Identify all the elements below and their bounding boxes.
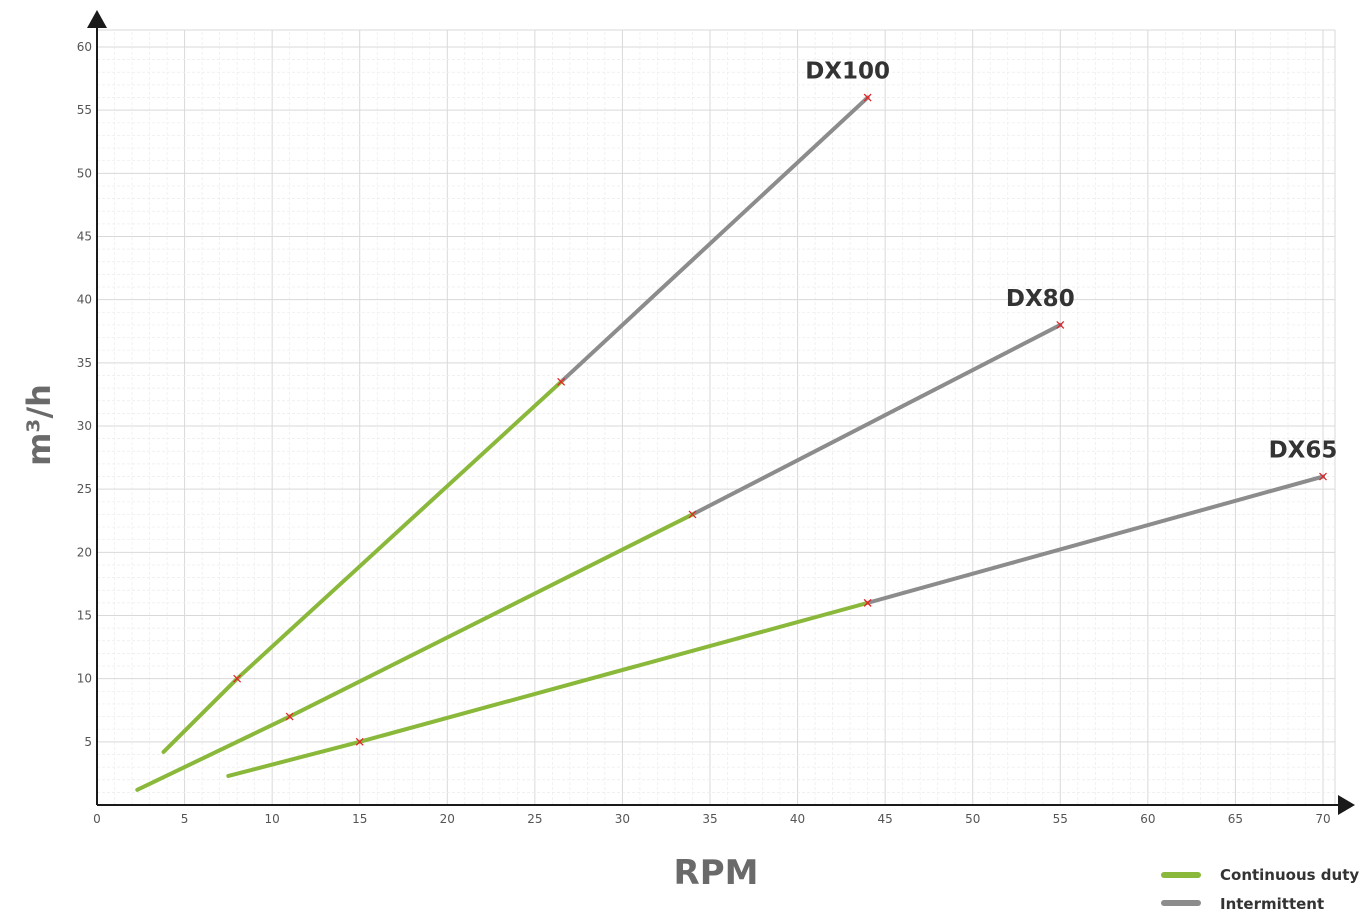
- series-label-dx65: DX65: [1269, 438, 1338, 464]
- series-label-dx80: DX80: [1006, 286, 1075, 312]
- x-tick-label: 15: [352, 812, 367, 826]
- x-tick-labels: 0 5 10 15 20 25 30 35 40 45 50 55 60 65 70: [93, 812, 1330, 826]
- marker-stroke: [863, 598, 872, 607]
- x-tick-label: 30: [615, 812, 630, 826]
- y-tick-label: 20: [77, 545, 92, 559]
- x-tick-label: 45: [878, 812, 893, 826]
- y-tick-label: 50: [77, 166, 92, 180]
- x-tick-label: 5: [181, 812, 189, 826]
- y-tick-label: 10: [77, 672, 92, 686]
- legend-label-continuous: Continuous duty: [1220, 866, 1359, 884]
- series-labels: DX100 DX80 DX65: [805, 59, 1337, 464]
- series-markers: [233, 93, 1327, 746]
- data-point-dx80: [688, 510, 697, 519]
- data-point-dx80: [285, 712, 294, 721]
- marker-stroke: [233, 674, 242, 683]
- y-axis-arrow: [87, 10, 107, 28]
- grid: [96, 29, 1336, 806]
- marker-stroke: [355, 737, 364, 746]
- y-tick-label: 40: [77, 293, 92, 307]
- y-tick-label: 25: [77, 482, 92, 496]
- data-point-dx65: [1319, 472, 1327, 481]
- marker-stroke: [1056, 320, 1065, 329]
- x-tick-label: 60: [1140, 812, 1155, 826]
- x-tick-label: 70: [1315, 812, 1330, 826]
- x-tick-label: 10: [265, 812, 280, 826]
- y-tick-label: 30: [77, 419, 92, 433]
- series-line-dx100-continuous: [161, 379, 564, 754]
- x-tick-label: 25: [527, 812, 542, 826]
- data-point-dx100: [863, 93, 872, 102]
- marker-stroke: [285, 712, 294, 721]
- x-tick-label: 0: [93, 812, 101, 826]
- marker-stroke: [557, 377, 566, 386]
- data-point-dx100: [557, 377, 566, 386]
- series-line-dx65-continuous: [226, 600, 870, 778]
- y-tick-label: 55: [77, 103, 92, 117]
- y-tick-label: 45: [77, 230, 92, 244]
- x-tick-label: 55: [1053, 812, 1068, 826]
- series-line-dx80-intermittent: [690, 322, 1063, 517]
- x-tick-label: 20: [440, 812, 455, 826]
- data-point-dx65: [863, 598, 872, 607]
- legend-label-intermittent: Intermittent: [1220, 895, 1324, 913]
- data-point-dx65: [355, 737, 364, 746]
- series-line-dx80-continuous: [135, 512, 695, 792]
- y-tick-label: 35: [77, 356, 92, 370]
- series-lines: [135, 95, 1325, 792]
- legend: Continuous duty Intermittent: [1161, 866, 1359, 913]
- y-tick-labels: 5 10 15 20 25 30 35 40 45 50 55 60: [77, 40, 92, 749]
- y-tick-label: 5: [84, 735, 92, 749]
- x-tick-label: 65: [1228, 812, 1243, 826]
- y-tick-label: 15: [77, 609, 92, 623]
- x-tick-label: 35: [702, 812, 717, 826]
- data-point-dx100: [233, 674, 242, 683]
- x-axis-arrow: [1338, 795, 1355, 815]
- marker-stroke: [863, 93, 872, 102]
- axes: [87, 10, 1355, 815]
- series-line-dx100-intermittent: [559, 95, 870, 384]
- marker-stroke: [688, 510, 697, 519]
- series-line-dx65-intermittent: [865, 474, 1325, 605]
- x-axis-title: RPM: [674, 853, 759, 893]
- x-tick-label: 50: [965, 812, 980, 826]
- x-tick-label: 40: [790, 812, 805, 826]
- marker-stroke: [1319, 472, 1327, 481]
- y-tick-label: 60: [77, 40, 92, 54]
- series-label-dx100: DX100: [805, 59, 890, 85]
- y-axis-title: m³/h: [20, 384, 58, 466]
- data-point-dx80: [1056, 320, 1065, 329]
